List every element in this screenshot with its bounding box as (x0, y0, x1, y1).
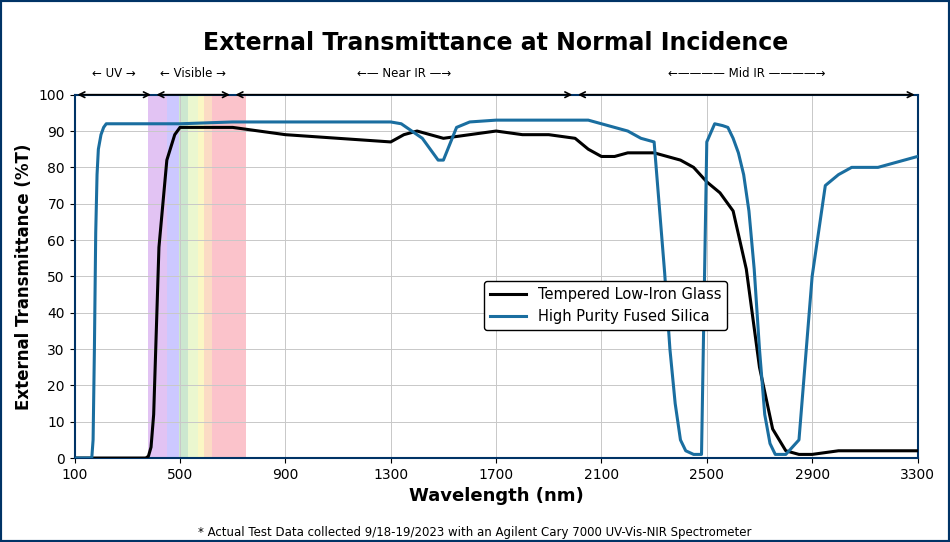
Text: ←———— Mid IR ————→: ←———— Mid IR ————→ (668, 67, 825, 80)
Bar (199, 95, 203, 458)
Bar (148, 95, 246, 458)
Text: ← Visible →: ← Visible → (161, 67, 226, 80)
Bar (179, 95, 188, 458)
Bar (167, 95, 179, 458)
Text: * Actual Test Data collected 9/18-19/2023 with an Agilent Cary 7000 UV-Vis-NIR S: * Actual Test Data collected 9/18-19/202… (199, 526, 751, 539)
Title: External Transmittance at Normal Incidence: External Transmittance at Normal Inciden… (203, 31, 788, 55)
Text: ← UV →: ← UV → (92, 67, 136, 80)
X-axis label: Wavelength (nm): Wavelength (nm) (408, 487, 583, 505)
Y-axis label: External Transmittance (%T): External Transmittance (%T) (15, 143, 33, 410)
Text: ←— Near IR —→: ←— Near IR —→ (357, 67, 451, 80)
Bar (148, 95, 167, 458)
Bar (212, 95, 246, 458)
Bar (188, 95, 199, 458)
Bar (203, 95, 212, 458)
Legend: Tempered Low-Iron Glass, High Purity Fused Silica: Tempered Low-Iron Glass, High Purity Fus… (484, 281, 728, 330)
